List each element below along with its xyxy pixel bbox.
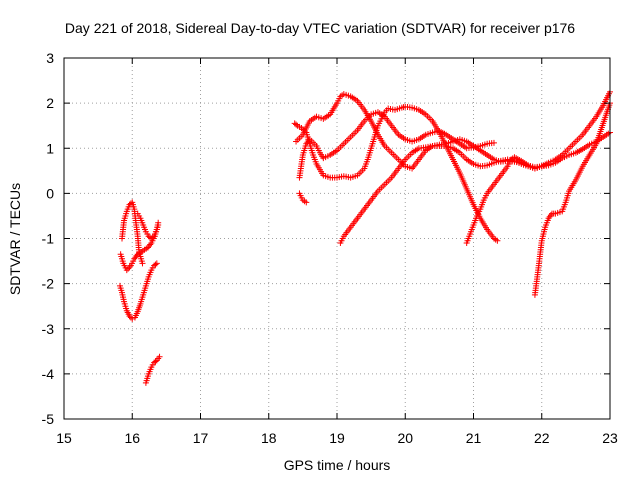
grid-lines xyxy=(64,58,610,419)
data-point xyxy=(152,261,159,268)
chart-title: Day 221 of 2018, Sidereal Day-to-day VTE… xyxy=(65,20,575,36)
data-markers xyxy=(116,88,613,386)
x-tick-label: 17 xyxy=(193,430,209,446)
data-point xyxy=(490,139,497,146)
y-tick-label: -5 xyxy=(42,411,55,427)
x-tick-label: 18 xyxy=(261,430,277,446)
series-track-6 xyxy=(291,103,501,244)
series-track-10 xyxy=(337,136,545,247)
y-tick-label: -2 xyxy=(42,276,55,292)
series-track-5 xyxy=(142,353,163,386)
data-point xyxy=(139,260,146,267)
x-tick-label: 23 xyxy=(602,430,618,446)
data-point xyxy=(152,358,159,365)
data-point xyxy=(149,234,156,241)
series-track-8 xyxy=(296,109,497,181)
data-point xyxy=(129,315,136,322)
series-track-4 xyxy=(134,210,162,242)
data-point xyxy=(303,199,310,206)
series-track-9 xyxy=(296,190,310,206)
y-tick-label: 3 xyxy=(46,50,54,66)
y-tick-label: 2 xyxy=(46,95,54,111)
data-point xyxy=(155,219,162,226)
y-axis-label: SDTVAR / TECUs xyxy=(7,183,23,295)
data-point xyxy=(494,237,501,244)
x-tick-label: 21 xyxy=(466,430,482,446)
x-tick-label: 20 xyxy=(397,430,413,446)
series-track-2 xyxy=(117,221,162,274)
y-tick-label: -1 xyxy=(42,231,55,247)
x-axis-label: GPS time / hours xyxy=(284,457,391,473)
data-point xyxy=(156,353,163,360)
series-track-1 xyxy=(119,199,146,267)
y-tick-label: 1 xyxy=(46,140,54,156)
data-point xyxy=(126,313,133,320)
x-tick-label: 22 xyxy=(534,430,550,446)
data-point xyxy=(153,260,160,267)
y-tick-label: -3 xyxy=(42,321,55,337)
x-tick-label: 15 xyxy=(56,430,72,446)
data-point xyxy=(293,121,300,128)
series-track-12 xyxy=(531,100,613,298)
y-tick-label: -4 xyxy=(42,366,55,382)
y-tick-label: 0 xyxy=(46,185,54,201)
series-track-11 xyxy=(463,88,613,247)
x-tick-label: 19 xyxy=(329,430,345,446)
series-track-3 xyxy=(116,260,160,322)
x-tick-label: 16 xyxy=(124,430,140,446)
